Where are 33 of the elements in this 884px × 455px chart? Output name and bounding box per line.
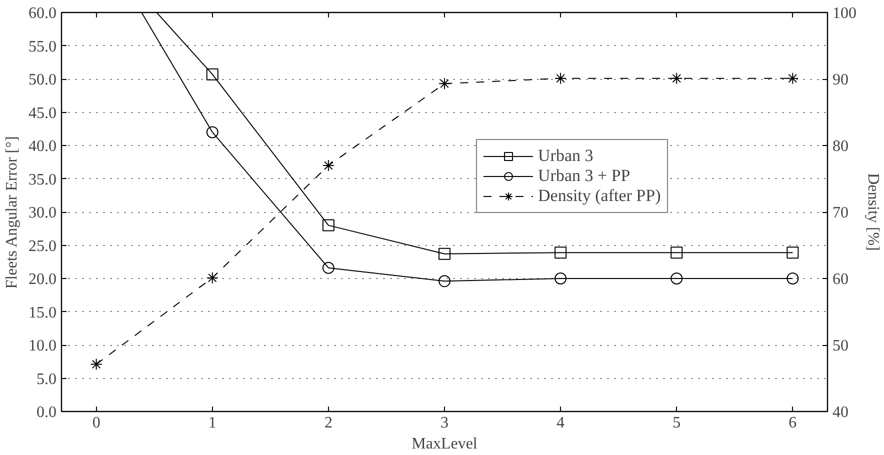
y-tick-label: 15.0 (28, 304, 56, 322)
x-tick-label: 6 (788, 414, 797, 432)
legend-label: Urban 3 + PP (538, 166, 630, 186)
y-tick-label: 45.0 (28, 104, 56, 122)
y-axis-title: Fleets Angular Error [°] (4, 136, 20, 289)
y-tick-label: 10.0 (28, 338, 56, 354)
y2-tick-label: 80 (832, 138, 848, 155)
legend-label: Urban 3 (538, 146, 594, 166)
y-tick-label: 0.0 (36, 404, 56, 421)
x-tick-label: 5 (672, 414, 681, 432)
x-tick-label: 0 (92, 414, 100, 432)
y-tick-label: 20.0 (28, 271, 56, 288)
y-tick-label: 40.0 (28, 138, 56, 155)
y2-axis-title: Density [%] (864, 173, 882, 251)
x-tick-label: 4 (556, 414, 565, 432)
y-tick-label: 25.0 (28, 238, 56, 255)
y2-tick-label: 90 (832, 72, 848, 88)
x-tick-label: 2 (324, 414, 332, 432)
y2-tick-label: 60 (832, 271, 848, 288)
y2-tick-label: 40 (832, 404, 848, 421)
y-tick-label: 35.0 (28, 171, 56, 188)
x-axis-title: MaxLevel (412, 436, 478, 452)
y2-tick-label: 70 (832, 204, 848, 222)
y-tick-label: 5.0 (36, 370, 56, 388)
y2-tick-label: 100 (832, 5, 856, 22)
y-tick-label: 30.0 (28, 204, 56, 222)
y-tick-label: 60.0 (28, 5, 56, 22)
y2-tick-label: 50 (832, 338, 848, 354)
x-tick-label: 3 (440, 414, 448, 432)
x-tick-label: 1 (208, 414, 216, 432)
legend-label: Density (after PP) (538, 186, 661, 206)
y-tick-label: 55.0 (28, 38, 56, 56)
y-tick-label: 50.0 (28, 72, 56, 88)
